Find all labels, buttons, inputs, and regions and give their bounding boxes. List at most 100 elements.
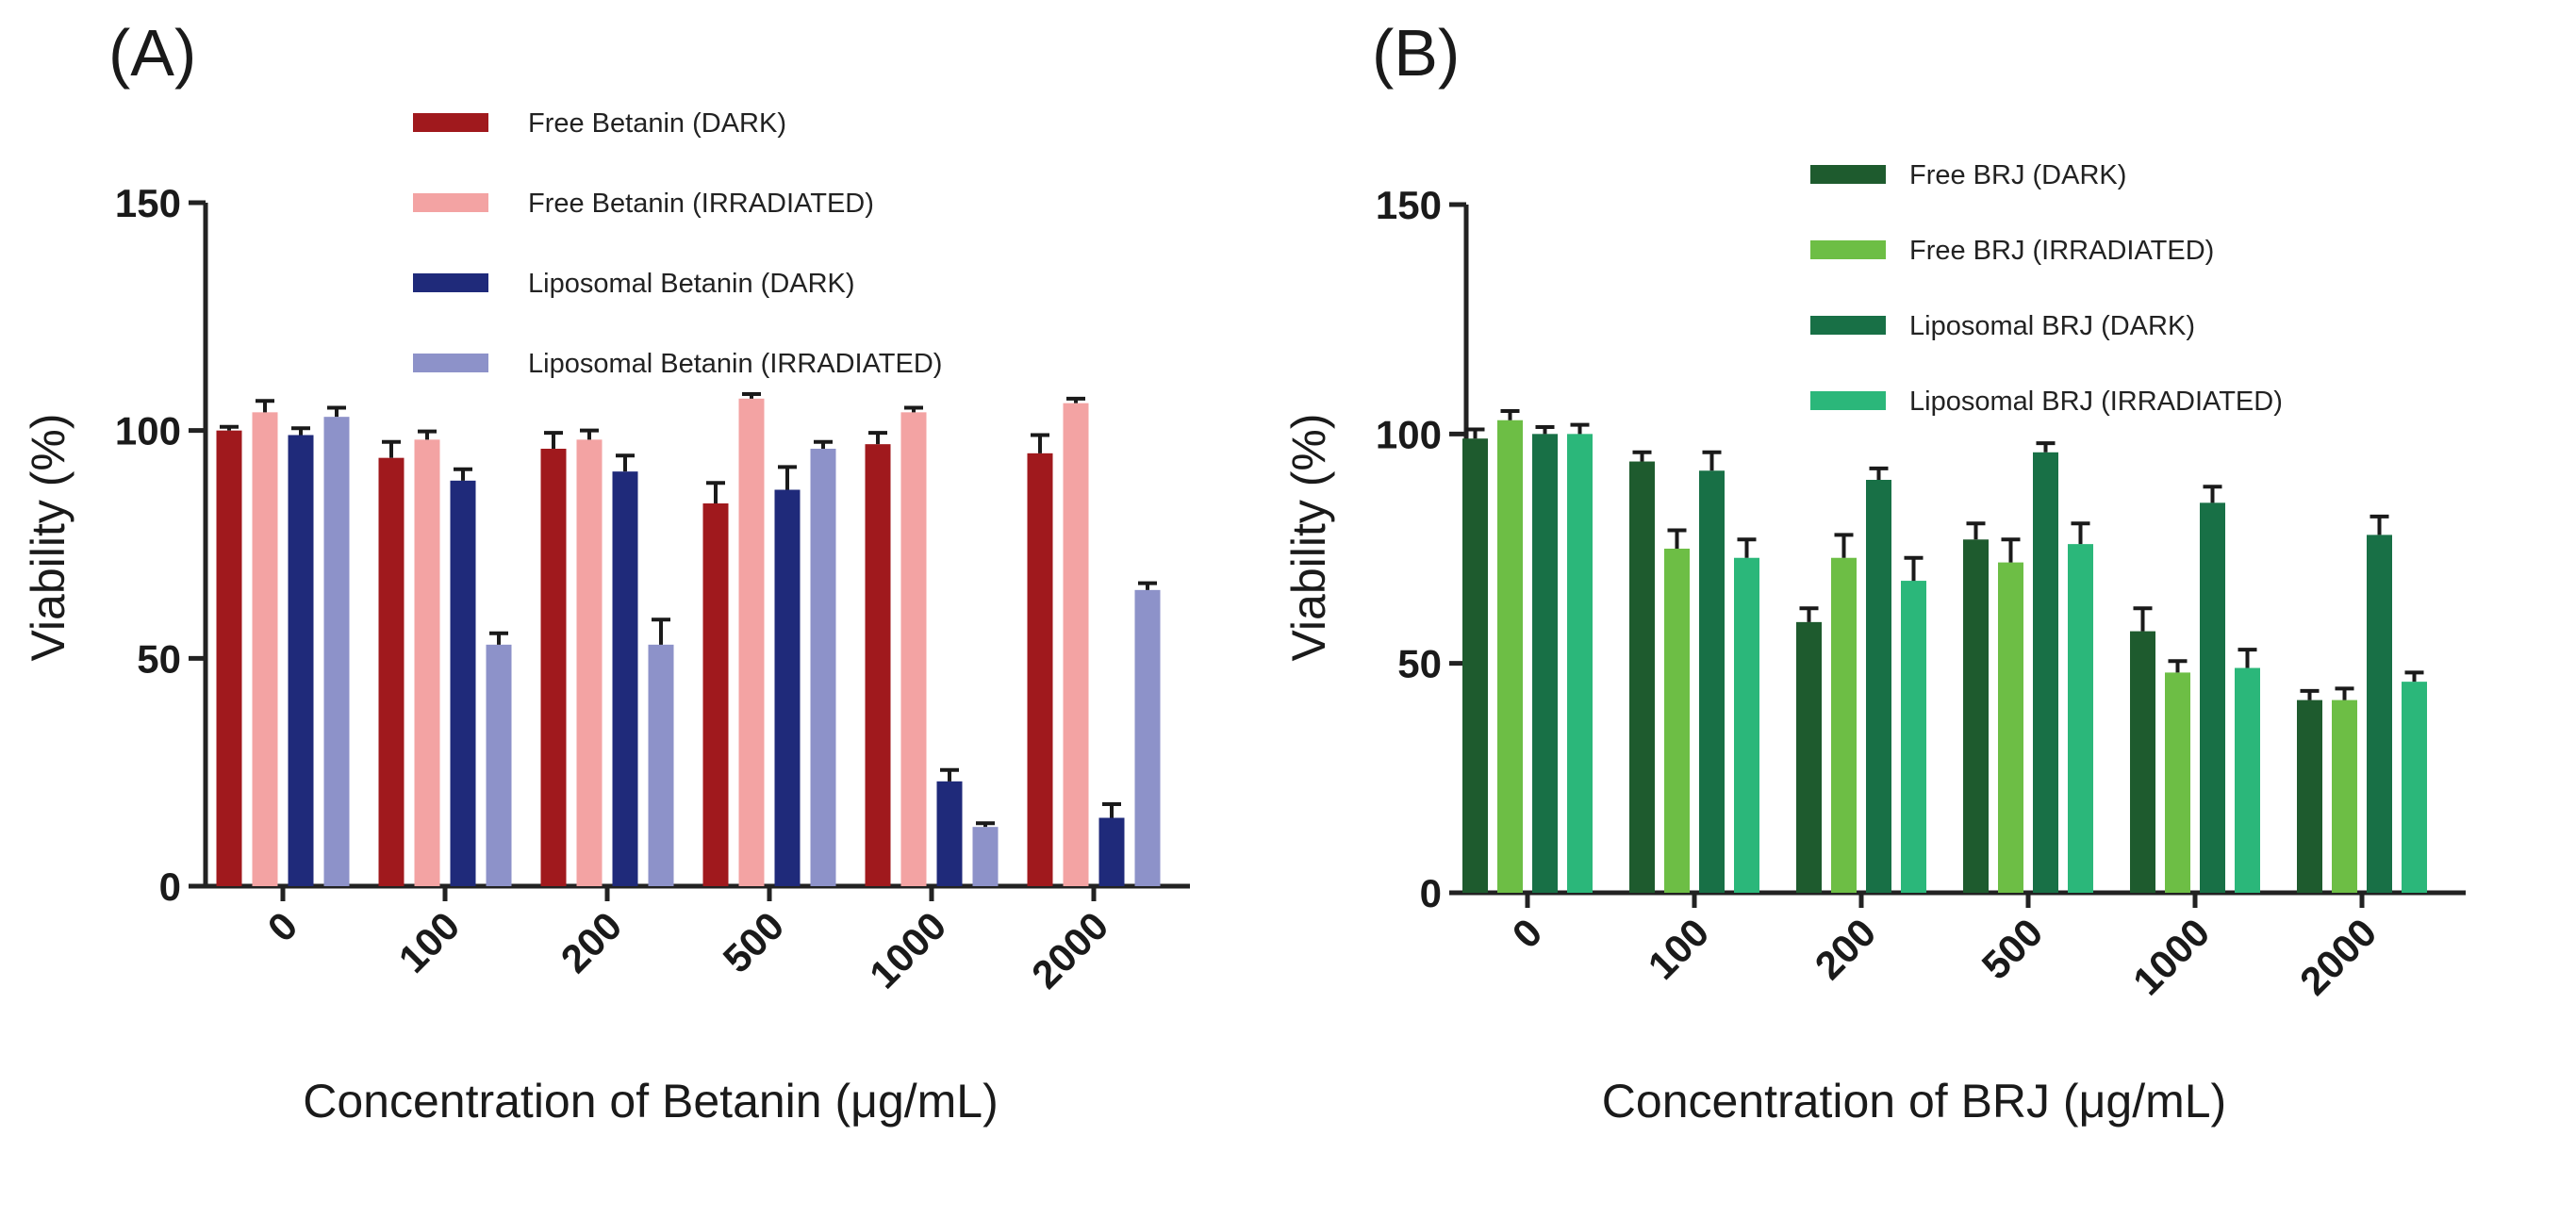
a-xtick-label-5: 2000 — [1023, 903, 1116, 996]
b-errorbar-s0-c0 — [1465, 427, 1485, 439]
a-ytick-label-2: 100 — [115, 409, 181, 453]
a-bar-s2-c2 — [612, 471, 638, 886]
a-ytick-label-3: 150 — [115, 181, 181, 225]
b-bar-s0-c1 — [1629, 461, 1655, 893]
a-bar-s2-c5 — [1098, 817, 1125, 886]
panel-a-legend: Free Betanin (DARK) Free Betanin (IRRADI… — [413, 108, 942, 379]
b-bar-s0-c4 — [2130, 631, 2155, 893]
a-errorbar-s0-c3 — [706, 481, 725, 503]
a-errorbar-s1-c4 — [904, 405, 923, 413]
panel-a-ylabel: Viability (%) — [22, 413, 74, 661]
a-bar-s2-c0 — [288, 435, 314, 886]
a-bar-s1-c0 — [252, 412, 278, 886]
a-errorbar-s2-c5 — [1102, 802, 1121, 818]
b-xtick-label-1: 100 — [1640, 910, 1718, 988]
a-errorbar-s2-c1 — [454, 467, 472, 481]
a-bar-s0-c2 — [540, 449, 567, 886]
b-errorbar-s1-c0 — [1500, 409, 1520, 420]
a-bar-s3-c4 — [972, 827, 999, 886]
b-bar-s3-c1 — [1734, 557, 1759, 893]
a-xtick-label-3: 500 — [715, 903, 793, 981]
a-bar-s3-c0 — [323, 417, 350, 886]
a-xtick-label-0: 0 — [259, 903, 306, 950]
a-bar-s2-c4 — [936, 781, 963, 886]
b-errorbar-s2-c3 — [2036, 441, 2056, 453]
b-errorbar-s3-c4 — [2237, 648, 2257, 668]
b-errorbar-s0-c1 — [1632, 450, 1652, 462]
a-xtick-label-4: 1000 — [861, 903, 954, 996]
a-bar-s3-c3 — [810, 449, 836, 886]
legend-a-label-0: Free Betanin (DARK) — [528, 108, 786, 139]
a-bar-s0-c4 — [865, 444, 891, 886]
a-errorbar-s1-c3 — [742, 392, 761, 399]
b-errorbar-s0-c4 — [2133, 606, 2153, 632]
b-xtick-label-5: 2000 — [2291, 910, 2385, 1003]
b-errorbar-s1-c5 — [2335, 686, 2354, 700]
panel-b-label: (B) — [1372, 16, 1460, 90]
b-bar-s2-c4 — [2200, 502, 2225, 893]
a-errorbar-s1-c1 — [418, 429, 437, 440]
a-errorbar-s0-c4 — [868, 431, 887, 445]
b-bar-s0-c0 — [1462, 438, 1488, 893]
b-errorbar-s3-c3 — [2071, 521, 2090, 545]
b-xtick-label-3: 500 — [1973, 910, 2052, 988]
b-errorbar-s0-c3 — [1966, 521, 1986, 540]
b-bar-s0-c3 — [1963, 539, 1989, 893]
b-bar-s0-c5 — [2297, 700, 2322, 893]
b-bar-s3-c4 — [2235, 667, 2260, 893]
legend-a-label-2: Liposomal Betanin (DARK) — [528, 269, 855, 299]
a-bar-s0-c0 — [216, 430, 242, 886]
b-errorbar-s0-c2 — [1799, 606, 1819, 622]
b-bar-s1-c4 — [2165, 672, 2190, 893]
b-errorbar-s3-c2 — [1904, 555, 1924, 582]
b-bar-s1-c0 — [1497, 420, 1523, 893]
b-ytick-label-3: 150 — [1376, 183, 1442, 227]
a-bar-s0-c1 — [378, 457, 405, 886]
a-errorbar-s3-c4 — [976, 821, 995, 828]
b-bar-s2-c2 — [1866, 480, 1891, 893]
b-bar-s3-c0 — [1567, 434, 1593, 893]
legend-b-swatch-2 — [1810, 316, 1886, 335]
b-errorbar-s0-c5 — [2300, 688, 2320, 700]
b-bar-s2-c0 — [1532, 434, 1558, 893]
a-bar-s1-c1 — [414, 439, 440, 886]
a-errorbar-s1-c5 — [1066, 396, 1085, 403]
b-errorbar-s3-c5 — [2404, 670, 2424, 683]
legend-a-swatch-2 — [413, 273, 488, 292]
a-bar-s0-c3 — [702, 503, 729, 886]
a-errorbar-s1-c2 — [580, 428, 599, 440]
b-errorbar-s3-c0 — [1570, 422, 1590, 435]
legend-a-swatch-3 — [413, 354, 488, 372]
b-bar-s3-c5 — [2402, 682, 2427, 893]
legend-b-label-1: Free BRJ (IRRADIATED) — [1909, 236, 2214, 266]
a-errorbar-s0-c1 — [382, 439, 401, 458]
b-bar-s3-c2 — [1901, 581, 1926, 893]
legend-b-label-2: Liposomal BRJ (DARK) — [1909, 311, 2195, 341]
a-xtick-label-1: 100 — [390, 903, 469, 981]
legend-b-label-0: Free BRJ (DARK) — [1909, 160, 2126, 190]
panel-a-label: (A) — [108, 16, 196, 90]
a-errorbar-s2-c0 — [291, 426, 310, 436]
a-bar-s1-c2 — [576, 439, 603, 886]
b-errorbar-s2-c0 — [1535, 425, 1555, 435]
a-errorbar-s0-c2 — [544, 431, 563, 449]
legend-b-label-3: Liposomal BRJ (IRRADIATED) — [1909, 387, 2283, 417]
a-errorbar-s0-c5 — [1031, 433, 1049, 453]
legend-a-swatch-0 — [413, 113, 488, 132]
legend-a-label-1: Free Betanin (IRRADIATED) — [528, 189, 874, 219]
a-errorbar-s2-c4 — [940, 767, 959, 782]
a-errorbar-s2-c2 — [616, 453, 635, 472]
legend-b-swatch-0 — [1810, 165, 1886, 184]
b-xtick-label-0: 0 — [1504, 910, 1551, 957]
a-bar-s1-c5 — [1063, 403, 1089, 887]
b-errorbar-s1-c3 — [2001, 537, 2021, 563]
b-bar-s0-c2 — [1796, 621, 1822, 893]
b-xtick-label-4: 1000 — [2124, 910, 2218, 1003]
a-errorbar-s3-c2 — [652, 617, 670, 645]
b-errorbar-s2-c4 — [2203, 485, 2222, 503]
b-errorbar-s2-c1 — [1702, 450, 1722, 471]
a-errorbar-s0-c0 — [220, 424, 239, 431]
a-bar-s0-c5 — [1027, 453, 1053, 886]
b-ytick-label-2: 100 — [1376, 412, 1442, 456]
